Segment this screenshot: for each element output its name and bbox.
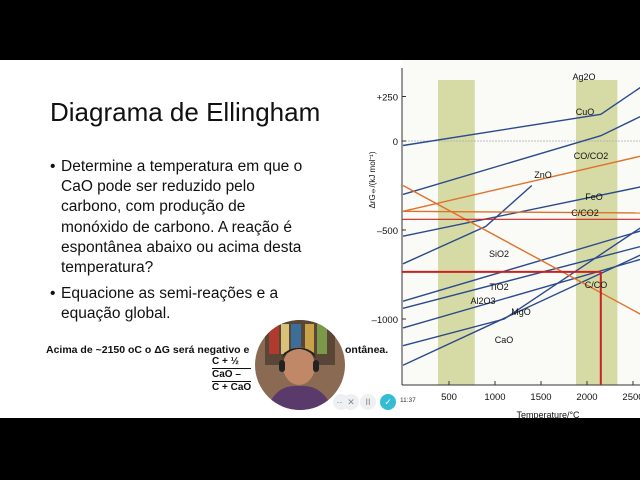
bullet-item: • Determine a temperatura em que o CaO po…: [50, 157, 310, 278]
slide-title: Diagrama de Ellingham: [50, 97, 321, 127]
bullet-text: Determine a temperatura em que o CaO pod…: [61, 158, 303, 277]
x-tick-label: 1000: [484, 392, 505, 403]
x-axis-label: Temperature/°C: [516, 410, 580, 418]
x-tick-label: 2000: [576, 392, 597, 403]
series-label: SiO2: [489, 249, 509, 259]
webcam-video: [255, 320, 345, 410]
y-axis-label: ΔrG⦵/(kJ mol⁻¹): [368, 151, 377, 208]
cancel-icon[interactable]: ✕: [343, 394, 359, 410]
series-label: ZnO: [534, 170, 552, 180]
y-tick-label: +250: [377, 93, 398, 104]
series-label: Al2O3: [470, 296, 495, 306]
series-label: FeO: [585, 192, 603, 202]
recording-timer: 11:37: [400, 397, 416, 404]
series-line: [402, 230, 640, 302]
series-line: [402, 184, 640, 315]
x-tick-label: 1500: [530, 392, 551, 403]
series-label: MgO: [511, 307, 531, 317]
answer-right: ontânea.: [345, 344, 389, 356]
series-line: [402, 115, 640, 196]
series-label: C/CO2: [571, 208, 599, 218]
series-line: [402, 186, 640, 237]
answer-left: Acima de ~2150 oC o ΔG será negativo e: [46, 344, 250, 356]
bullet-dot-icon: •: [50, 285, 56, 303]
series-label: CO/CO2: [574, 151, 609, 161]
recording-toolbar: ⋯ ✕ II ✓ 11:37: [330, 391, 425, 413]
presentation-slide: Diagrama de Ellingham • Determine a tempe…: [0, 60, 640, 418]
temperature-band: [438, 80, 475, 385]
series-label: CuO: [576, 107, 595, 117]
bullet-item: • Equacione as semi-reações e a equação g…: [50, 284, 310, 324]
equation-block: C + ½ CaO – C + CaO: [212, 356, 252, 394]
series-line: [402, 86, 640, 147]
series-line: [402, 254, 640, 366]
series-line: [402, 184, 533, 265]
bullet-list: • Determine a temperatura em que o CaO po…: [50, 157, 310, 331]
equation-line: CaO –: [212, 368, 252, 381]
series-line: [402, 155, 640, 212]
bullet-dot-icon: •: [50, 158, 56, 175]
series-line: [402, 210, 640, 214]
y-tick-label: 0: [393, 137, 398, 148]
done-icon[interactable]: ✓: [380, 394, 396, 410]
series-label: TiO2: [489, 282, 508, 292]
series-label: Ag2O: [572, 72, 595, 82]
pause-icon[interactable]: II: [360, 394, 376, 410]
y-tick-label: –500: [377, 226, 398, 237]
temperature-band: [576, 80, 618, 385]
series-line: [402, 245, 640, 309]
series-label: C/CO: [585, 280, 608, 290]
equation-line: C + ½: [212, 356, 239, 367]
y-tick-label: –1000: [372, 315, 398, 326]
x-tick-label: 500: [441, 392, 457, 403]
equation-line: C + CaO: [212, 381, 252, 393]
bullet-text: Equacione as semi-reações e a equação gl…: [61, 285, 279, 323]
series-label: CaO: [495, 335, 514, 345]
answer-text: Acima de ~2150 oC o ΔG será negativo e o…: [46, 344, 388, 356]
